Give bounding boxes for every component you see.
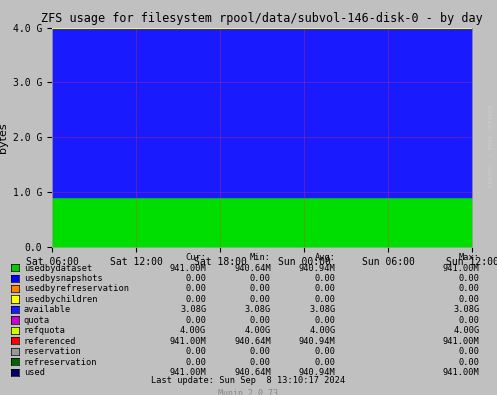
Text: referenced: referenced	[24, 337, 77, 346]
Text: 0.00: 0.00	[459, 274, 480, 283]
Text: 0.00: 0.00	[185, 295, 206, 304]
Text: 940.64M: 940.64M	[234, 337, 271, 346]
Text: refreservation: refreservation	[24, 358, 97, 367]
Text: usedbyrefreservation: usedbyrefreservation	[24, 284, 129, 293]
Text: 0.00: 0.00	[250, 295, 271, 304]
Text: 3.08G: 3.08G	[180, 305, 206, 314]
Text: 0.00: 0.00	[315, 316, 335, 325]
Text: 0.00: 0.00	[185, 316, 206, 325]
Text: usedbysnapshots: usedbysnapshots	[24, 274, 102, 283]
Text: 0.00: 0.00	[459, 316, 480, 325]
Text: refquota: refquota	[24, 326, 66, 335]
Y-axis label: bytes: bytes	[0, 122, 7, 152]
Text: 0.00: 0.00	[315, 274, 335, 283]
Text: Avg:: Avg:	[315, 253, 335, 262]
Text: 4.00G: 4.00G	[453, 326, 480, 335]
Text: 0.00: 0.00	[315, 358, 335, 367]
Text: 941.00M: 941.00M	[443, 368, 480, 377]
Text: 0.00: 0.00	[459, 347, 480, 356]
Text: 940.64M: 940.64M	[234, 263, 271, 273]
Text: reservation: reservation	[24, 347, 82, 356]
Text: 0.00: 0.00	[185, 347, 206, 356]
Text: 0.00: 0.00	[250, 347, 271, 356]
Text: Min:: Min:	[250, 253, 271, 262]
Text: 0.00: 0.00	[459, 295, 480, 304]
Title: ZFS usage for filesystem rpool/data/subvol-146-disk-0 - by day: ZFS usage for filesystem rpool/data/subv…	[41, 12, 483, 25]
Text: 941.00M: 941.00M	[169, 337, 206, 346]
Text: 0.00: 0.00	[250, 284, 271, 293]
Text: Max:: Max:	[459, 253, 480, 262]
Text: Last update: Sun Sep  8 13:10:17 2024: Last update: Sun Sep 8 13:10:17 2024	[152, 376, 345, 385]
Text: 0.00: 0.00	[315, 284, 335, 293]
Text: 3.08G: 3.08G	[245, 305, 271, 314]
Text: 0.00: 0.00	[459, 284, 480, 293]
Text: 0.00: 0.00	[185, 358, 206, 367]
Text: 941.00M: 941.00M	[443, 337, 480, 346]
Text: quota: quota	[24, 316, 50, 325]
Text: 4.00G: 4.00G	[180, 326, 206, 335]
Text: 0.00: 0.00	[185, 284, 206, 293]
Text: 0.00: 0.00	[250, 274, 271, 283]
Text: 940.94M: 940.94M	[299, 337, 335, 346]
Text: 4.00G: 4.00G	[309, 326, 335, 335]
Text: 0.00: 0.00	[185, 274, 206, 283]
Text: available: available	[24, 305, 71, 314]
Text: 941.00M: 941.00M	[169, 368, 206, 377]
Text: usedbychildren: usedbychildren	[24, 295, 97, 304]
Text: 3.08G: 3.08G	[453, 305, 480, 314]
Text: 0.00: 0.00	[250, 316, 271, 325]
Text: 0.00: 0.00	[315, 295, 335, 304]
Text: used: used	[24, 368, 45, 377]
Text: 3.08G: 3.08G	[309, 305, 335, 314]
Text: 4.00G: 4.00G	[245, 326, 271, 335]
Text: RRDTOOL / TOBI OETIKER: RRDTOOL / TOBI OETIKER	[488, 105, 493, 187]
Text: usedbydataset: usedbydataset	[24, 263, 92, 273]
Text: Cur:: Cur:	[185, 253, 206, 262]
Text: 940.64M: 940.64M	[234, 368, 271, 377]
Text: 941.00M: 941.00M	[443, 263, 480, 273]
Text: 0.00: 0.00	[459, 358, 480, 367]
Text: 0.00: 0.00	[315, 347, 335, 356]
Text: 0.00: 0.00	[250, 358, 271, 367]
Text: 941.00M: 941.00M	[169, 263, 206, 273]
Text: 940.94M: 940.94M	[299, 263, 335, 273]
Text: Munin 2.0.73: Munin 2.0.73	[219, 389, 278, 395]
Text: 940.94M: 940.94M	[299, 368, 335, 377]
